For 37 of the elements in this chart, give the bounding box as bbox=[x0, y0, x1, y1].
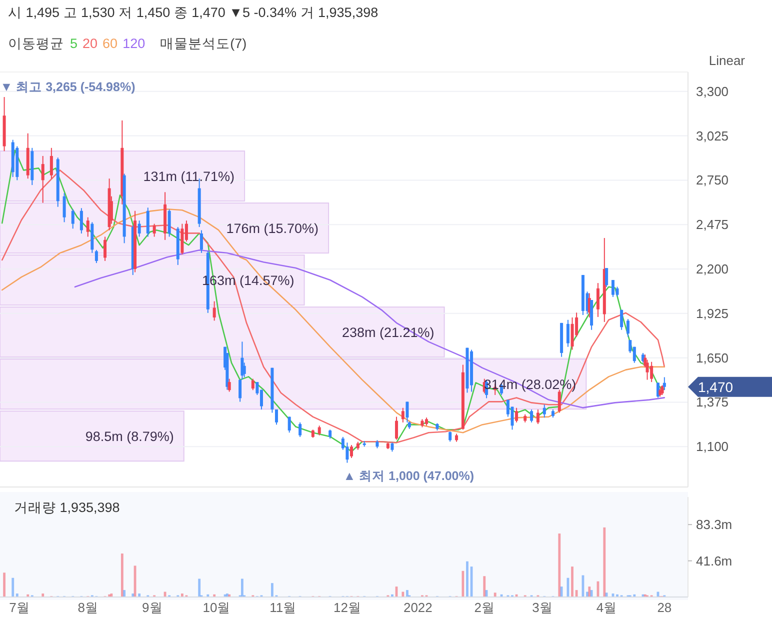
x-tick-label: 3월 bbox=[532, 600, 552, 615]
x-tick-label: 10월 bbox=[202, 600, 230, 615]
annotation: 1,470 bbox=[698, 378, 734, 395]
x-tick-label: 11월 bbox=[270, 600, 296, 615]
annotation: ▲ 최저 1,000 (47.00%) bbox=[343, 468, 474, 483]
text: 20 bbox=[82, 36, 98, 51]
text: 120 bbox=[122, 36, 146, 51]
y-tick-label: 2,475 bbox=[696, 217, 729, 232]
annotation: ▼ 최고 3,265 (-54.98%) bbox=[0, 80, 136, 94]
x-tick-label: 12월 bbox=[333, 600, 361, 615]
y-tick-label: 41.6m bbox=[696, 553, 732, 568]
text: 매물분석도(7) bbox=[160, 36, 247, 51]
x-tick-label: 4월 bbox=[596, 600, 617, 615]
x-tick-label: 2월 bbox=[474, 600, 495, 615]
text: 60 bbox=[102, 36, 118, 51]
x-tick-label: 8월 bbox=[78, 600, 98, 615]
y-tick-label: 83.3m bbox=[696, 517, 732, 532]
data-label: 131m (11.71%) bbox=[143, 169, 235, 184]
text: Linear bbox=[708, 53, 746, 68]
chart-title: 거래량 1,935,398 bbox=[14, 500, 120, 515]
chart-subtitle: 시 1,495 고 1,530 저 1,450 종 1,470 ▼5 -0.34% 거 1,935,398 bbox=[8, 5, 378, 20]
y-tick-label: 1,650 bbox=[696, 350, 729, 366]
y-tick-label: 3,025 bbox=[696, 128, 729, 144]
legend-title: 이동평균 bbox=[8, 36, 64, 51]
y-tick-label: 1,375 bbox=[696, 394, 729, 410]
x-tick-label: 7월 bbox=[9, 600, 30, 615]
data-label: 98.5m (8.79%) bbox=[85, 429, 174, 444]
x-tick-label: 28 bbox=[657, 600, 672, 615]
x-tick-label: 2022 bbox=[403, 600, 432, 615]
text: 5 bbox=[70, 36, 78, 51]
y-tick-label: 1,925 bbox=[696, 306, 729, 321]
x-tick-label: 9월 bbox=[142, 600, 162, 615]
y-tick-label: 2,750 bbox=[696, 172, 729, 188]
y-tick-label: 3,300 bbox=[696, 84, 729, 99]
y-tick-label: 2,200 bbox=[696, 262, 729, 277]
data-label: 176m (15.70%) bbox=[226, 221, 319, 236]
y-tick-label: 1,100 bbox=[696, 439, 729, 454]
